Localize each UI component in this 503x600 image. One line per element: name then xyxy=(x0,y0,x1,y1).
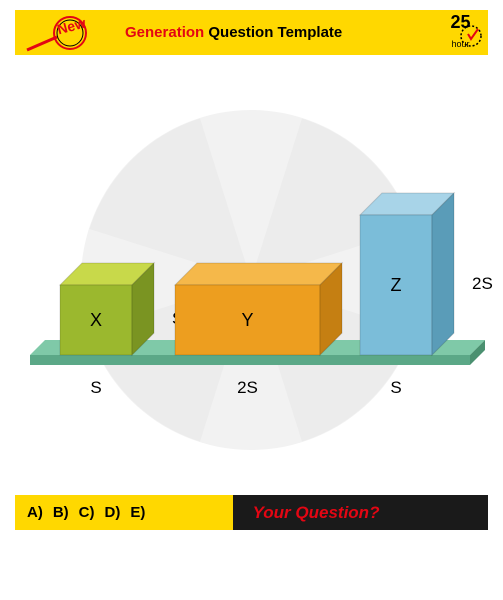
header-title: Generation Question Template xyxy=(125,24,342,41)
svg-text:S: S xyxy=(390,378,401,397)
clock-hour-label: hour xyxy=(438,39,483,49)
option-b[interactable]: B) xyxy=(53,504,69,521)
answer-options: A) B) C) D) E) xyxy=(15,495,233,530)
clock-badge: 25 hour xyxy=(438,12,483,52)
footer-bar: A) B) C) D) E) Your Question? xyxy=(15,495,488,530)
svg-text:S: S xyxy=(90,378,101,397)
clock-number: 25 xyxy=(438,12,483,33)
option-d[interactable]: D) xyxy=(104,504,120,521)
diagram-area: XSSYS2SZ2SS xyxy=(0,70,503,480)
svg-text:2S: 2S xyxy=(237,378,258,397)
title-generation: Generation xyxy=(125,24,204,41)
physics-diagram: XSSYS2SZ2SS xyxy=(0,70,503,480)
svg-text:X: X xyxy=(90,310,102,330)
svg-text:Z: Z xyxy=(391,275,402,295)
header-bar: New Generation Question Template 25 hour xyxy=(15,10,488,55)
svg-text:2S: 2S xyxy=(472,274,493,293)
option-a[interactable]: A) xyxy=(27,504,43,521)
title-question-template: Question Template xyxy=(208,24,342,41)
question-text: Your Question? xyxy=(233,495,488,530)
option-e[interactable]: E) xyxy=(130,504,145,521)
svg-text:Y: Y xyxy=(241,310,253,330)
option-c[interactable]: C) xyxy=(79,504,95,521)
